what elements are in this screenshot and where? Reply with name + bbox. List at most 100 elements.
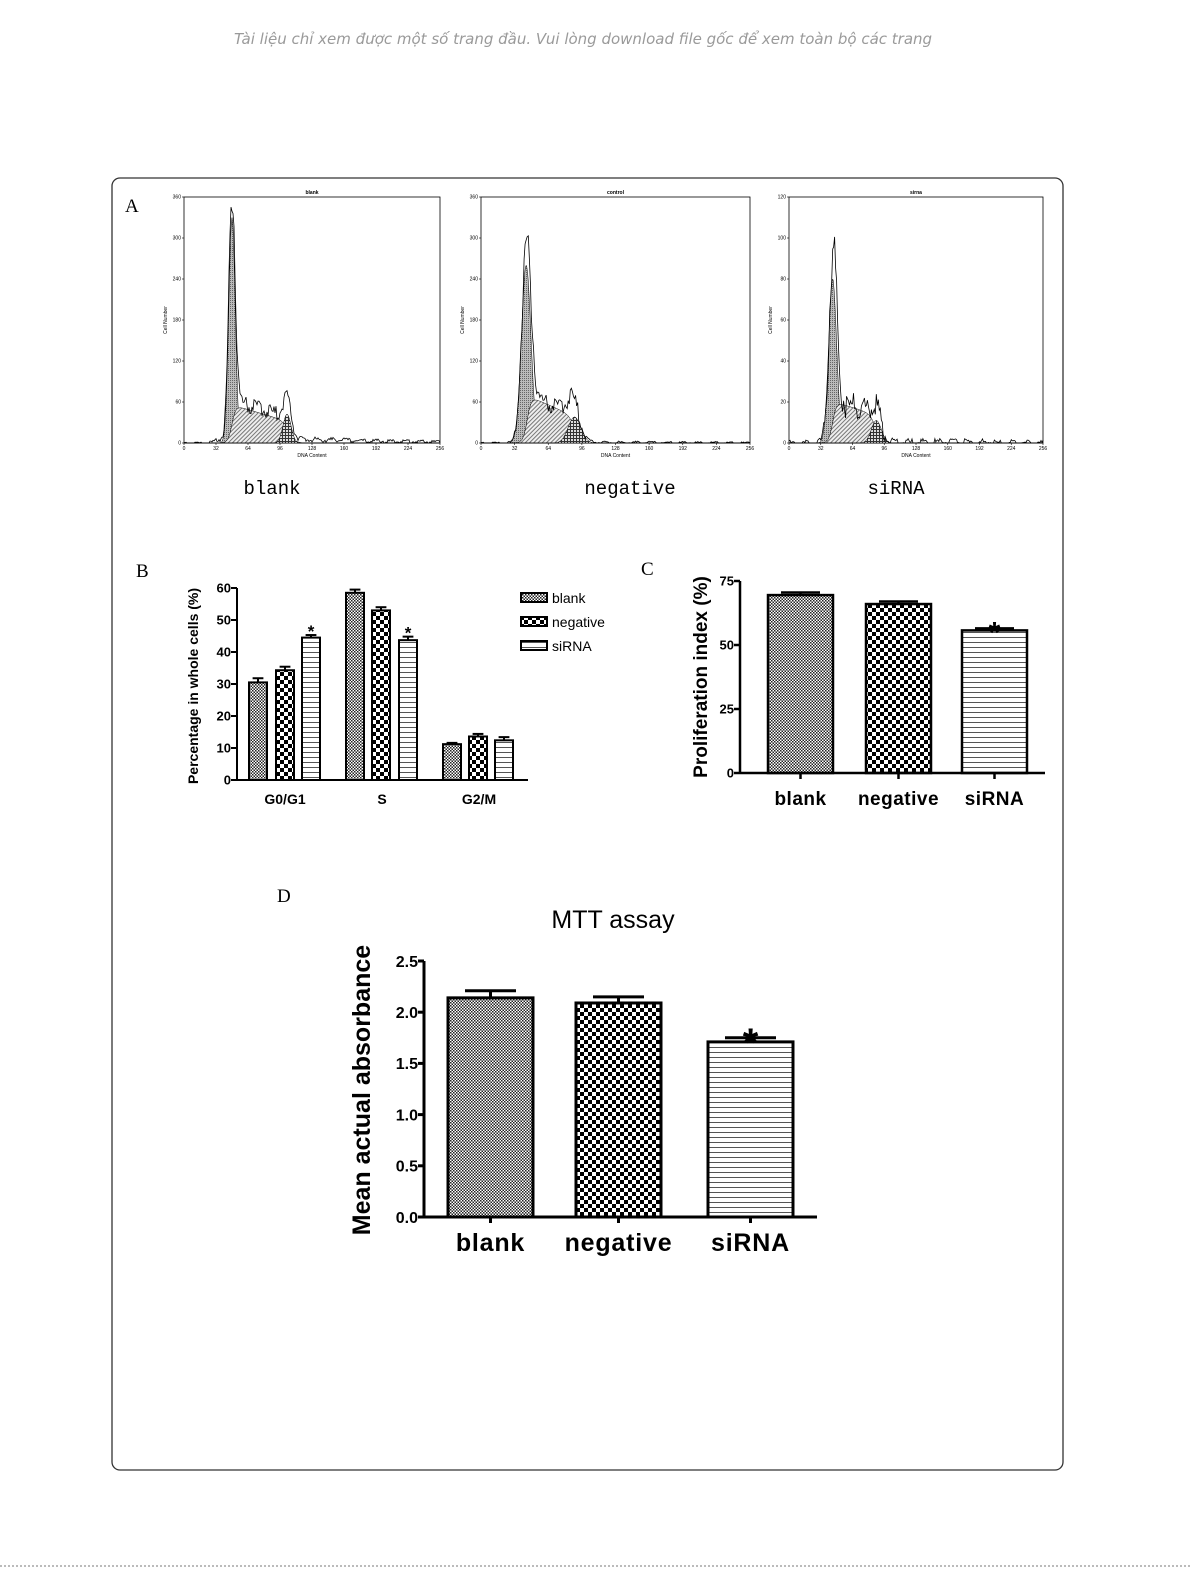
x-tick-label: 64 (545, 446, 551, 452)
plot-frame (183, 196, 441, 444)
y-tick-label: 2.5 (396, 954, 418, 971)
x-tick-label: 96 (277, 446, 283, 452)
x-tick-label: 32 (512, 446, 518, 452)
x-tick-label: 32 (213, 446, 219, 452)
y-tick-label: 50 (217, 613, 231, 628)
y-tick-label: 1.5 (396, 1056, 418, 1073)
watermark-text: Tài liệu chỉ xem được một số trang đầu. … (234, 30, 932, 48)
y-tick-label: 120 (470, 359, 479, 365)
y-tick-label: 120 (173, 359, 182, 365)
x-tick-label: 160 (645, 446, 654, 452)
component-g2-area (184, 414, 440, 444)
panel-label-b: B (136, 561, 149, 582)
y-tick-label: 180 (173, 318, 182, 324)
y-tick-label: 60 (175, 400, 181, 406)
caption-sirna: siRNA (867, 478, 925, 500)
y-tick-label: 0 (727, 766, 734, 781)
component-g1-area (789, 278, 1043, 444)
component-g1-area (481, 264, 750, 444)
y-axis-label: Cell Number (163, 306, 169, 334)
y-tick-label: 0 (783, 441, 786, 447)
y-tick-label: 25 (720, 702, 734, 717)
y-axis-label: Cell Number (460, 306, 466, 334)
y-tick-label: 60 (472, 400, 478, 406)
histogram-title: control (607, 190, 625, 196)
caption-negative: negative (584, 478, 675, 500)
legend-swatch-sirna (520, 640, 548, 651)
bar-sirna (706, 1040, 795, 1219)
y-tick-label: 75 (720, 574, 734, 589)
y-axis-label: Proliferation index (%) (691, 576, 712, 778)
x-tick-label: S (377, 791, 386, 807)
y-tick-label: 10 (217, 741, 231, 756)
histogram-line (183, 207, 441, 444)
hist-sirna: sirna DNA Content Cell Number 0 32 64 96 128 160… (768, 190, 1047, 459)
caption-blank: blank (243, 478, 300, 500)
legend-swatch-negative (520, 616, 548, 627)
bar-blank (248, 681, 268, 782)
x-tick-label: 128 (611, 446, 620, 452)
significance-marker: * (405, 624, 412, 643)
x-tick-label: 0 (480, 446, 483, 452)
y-tick-label: 360 (470, 195, 479, 201)
x-tick-label: 32 (818, 446, 824, 452)
bar-blank (446, 996, 535, 1219)
x-tick-label: 192 (372, 446, 381, 452)
panel-label-c: C (641, 559, 654, 580)
significance-marker: * (308, 622, 315, 641)
x-tick-label: 224 (1007, 446, 1016, 452)
x-tick-label: 192 (679, 446, 688, 452)
y-tick-label: 100 (778, 236, 787, 242)
charts-layer: blank DNA Content Cell Number 0 32 64 96 128 160… (163, 190, 1047, 1257)
y-tick-label: 240 (470, 277, 479, 283)
histogram-title: sirna (910, 190, 922, 196)
bar-negative (275, 669, 295, 781)
y-tick-label: 20 (780, 400, 786, 406)
histogram-line (788, 236, 1044, 444)
bar-sirna (301, 636, 321, 781)
bar-blank (345, 591, 365, 781)
y-tick-label: 0.0 (396, 1210, 418, 1227)
hist-blank: blank DNA Content Cell Number 0 32 64 96 128 160… (163, 190, 444, 459)
y-tick-label: 40 (217, 645, 231, 660)
bar-blank (766, 593, 835, 775)
bar-sirna (494, 739, 514, 782)
x-axis-label: DNA Content (297, 453, 327, 459)
y-axis-label: Cell Number (768, 306, 774, 334)
legend-swatch-blank (520, 592, 548, 603)
x-tick-label: 128 (912, 446, 921, 452)
bar-negative (574, 1001, 663, 1219)
x-tick-label: 224 (404, 446, 413, 452)
x-tick-label: 256 (746, 446, 755, 452)
y-tick-label: 300 (470, 236, 479, 242)
x-tick-label: siRNA (965, 789, 1025, 810)
x-tick-label: 160 (340, 446, 349, 452)
bar-sirna (960, 629, 1029, 775)
x-tick-label: 256 (436, 446, 445, 452)
y-tick-label: 0 (224, 773, 231, 788)
y-tick-label: 0.5 (396, 1159, 418, 1176)
legend-label-sirna: siRNA (552, 638, 592, 654)
y-tick-label: 20 (217, 709, 231, 724)
x-tick-label: 0 (183, 446, 186, 452)
y-tick-label: 60 (217, 581, 231, 596)
histogram-title: blank (305, 190, 318, 196)
bar-negative (468, 735, 488, 781)
x-tick-label: 224 (712, 446, 721, 452)
chart-title: MTT assay (551, 906, 675, 934)
x-tick-label: 160 (944, 446, 953, 452)
proliferation: Proliferation index (%) 0 25 50 75 * blank nega… (691, 574, 1045, 810)
significance-marker: * (989, 616, 1001, 649)
y-axis-label: Percentage in whole cells (%) (185, 588, 201, 784)
y-tick-label: 120 (778, 195, 787, 201)
y-tick-label: 2.0 (396, 1005, 418, 1022)
y-tick-label: 30 (217, 677, 231, 692)
bar-negative (864, 602, 933, 775)
x-tick-label: G2/M (462, 791, 496, 807)
y-axis-label: Mean actual absorbance (348, 945, 376, 1235)
x-axis-label: DNA Content (601, 453, 631, 459)
x-tick-label: 64 (245, 446, 251, 452)
x-tick-label: 64 (850, 446, 856, 452)
x-tick-label: blank (456, 1229, 525, 1257)
